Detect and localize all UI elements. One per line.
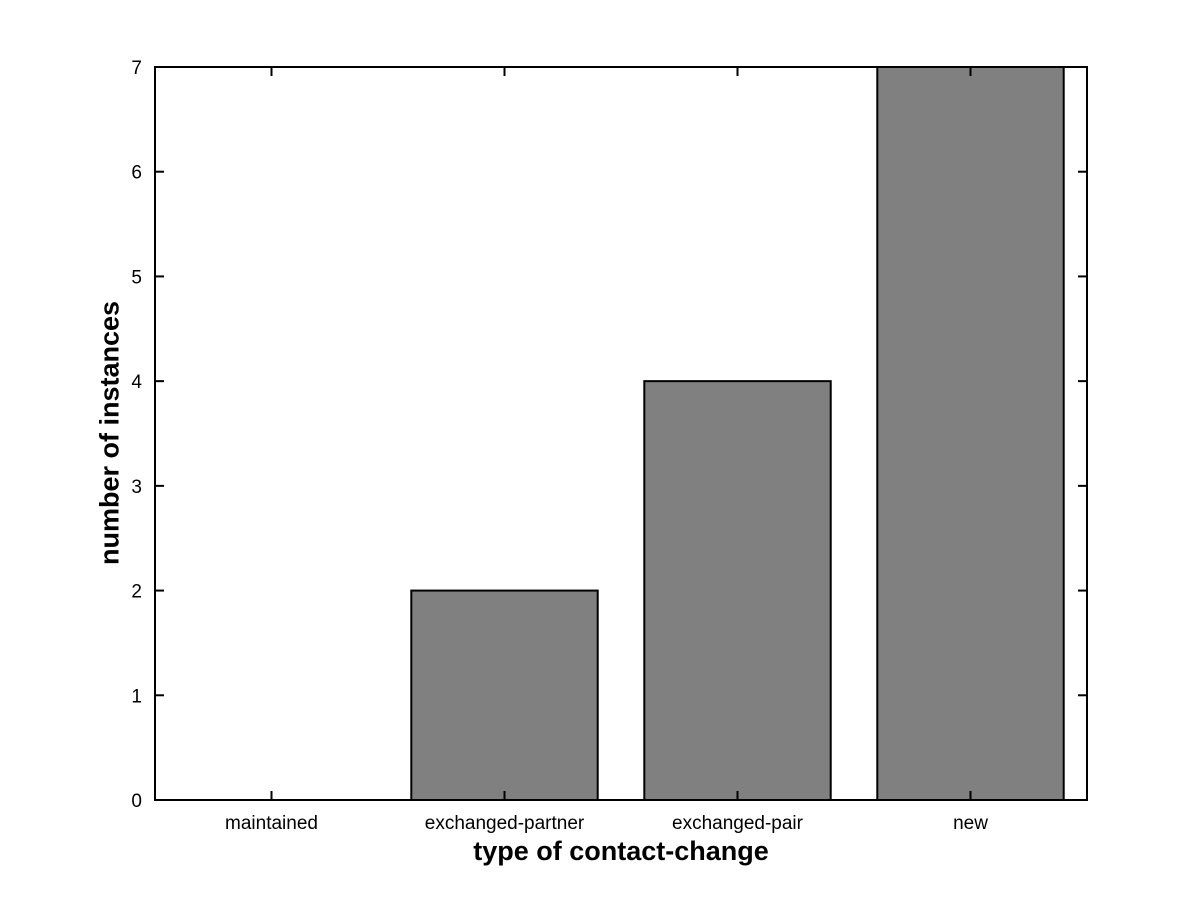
y-tick-label: 6 [131, 163, 142, 184]
bar [643, 380, 832, 801]
y-tick-label: 0 [131, 791, 142, 812]
y-tick-label: 7 [131, 58, 142, 79]
axes-box [154, 66, 1088, 801]
x-tick-label: exchanged-partner [425, 813, 585, 834]
x-axis-label: type of contact-change [473, 836, 769, 866]
y-axis-label: number of instances [94, 300, 125, 566]
y-tick-label: 4 [131, 372, 142, 393]
x-tick-label: maintained [225, 813, 318, 834]
y-tick-label: 2 [131, 582, 142, 603]
bar [876, 66, 1065, 801]
x-tick-label: exchanged-pair [672, 813, 804, 834]
y-tick-label: 1 [131, 686, 142, 707]
y-tick-label: 3 [131, 477, 142, 498]
bar [410, 589, 599, 801]
y-tick-label: 5 [131, 267, 142, 288]
x-tick-label: new [953, 813, 988, 834]
